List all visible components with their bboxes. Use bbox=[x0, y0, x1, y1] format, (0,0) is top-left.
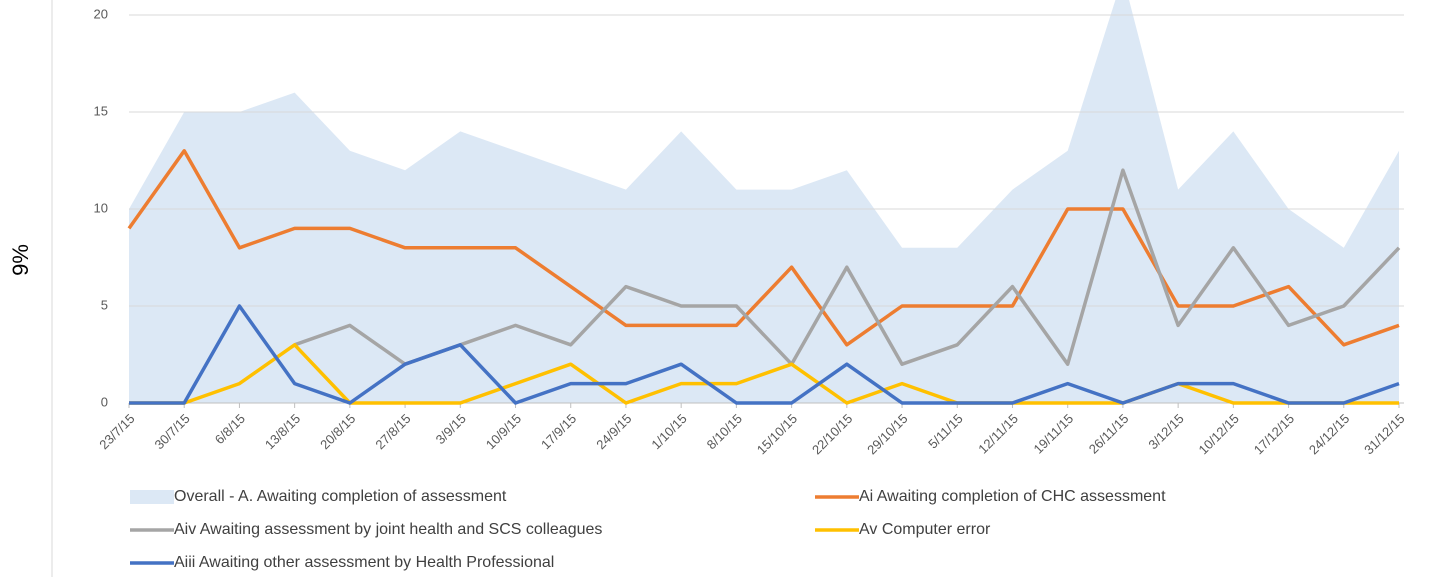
x-tick-label: 15/10/15 bbox=[754, 411, 800, 457]
x-tick-label: 5/11/15 bbox=[925, 411, 966, 452]
y-tick-label: 20 bbox=[94, 6, 108, 21]
x-tick-label: 20/8/15 bbox=[317, 411, 358, 452]
y-tick-label: 15 bbox=[94, 103, 108, 118]
x-tick-label: 13/8/15 bbox=[262, 411, 303, 452]
x-tick-label: 3/12/15 bbox=[1145, 411, 1186, 452]
x-tick-label: 24/9/15 bbox=[593, 411, 634, 452]
line bbox=[127, 149, 1400, 347]
x-tick-label: 26/11/15 bbox=[1086, 411, 1132, 457]
x-tick-label: 24/12/15 bbox=[1306, 411, 1352, 457]
y-tick-label: 10 bbox=[94, 200, 108, 215]
x-tick-label: 19/11/15 bbox=[1031, 411, 1077, 457]
x-tick-label: 30/7/15 bbox=[151, 411, 192, 452]
y-tick-label: 5 bbox=[101, 297, 108, 312]
x-tick-label: 8/10/15 bbox=[704, 411, 745, 452]
x-tick-label: 1/10/15 bbox=[648, 411, 689, 452]
x-tick-label: 27/8/15 bbox=[372, 411, 413, 452]
x-tick-label: 23/7/15 bbox=[96, 411, 137, 452]
x-tick-label: 12/11/15 bbox=[975, 411, 1021, 457]
x-tick-label: 3/9/15 bbox=[433, 411, 469, 447]
side-label: 9% bbox=[8, 244, 33, 276]
area bbox=[129, 0, 1399, 403]
x-tick-label: 17/9/15 bbox=[538, 411, 579, 452]
x-tick-label: 10/12/15 bbox=[1196, 411, 1242, 457]
line bbox=[129, 343, 1399, 405]
legend-label: Aiii Awaiting other assessment by Health… bbox=[174, 554, 554, 571]
x-tick-label: 22/10/15 bbox=[809, 411, 855, 457]
line bbox=[294, 168, 1401, 366]
legend-label: Ai Awaiting completion of CHC assessment bbox=[859, 488, 1166, 505]
x-tick-label: 17/12/15 bbox=[1251, 411, 1297, 457]
line bbox=[129, 304, 1400, 405]
x-tick-label: 29/10/15 bbox=[864, 411, 910, 457]
x-tick-label: 31/12/15 bbox=[1361, 411, 1407, 457]
legend-label: Overall - A. Awaiting completion of asse… bbox=[174, 488, 507, 505]
y-tick-label: 0 bbox=[101, 394, 108, 409]
x-tick-label: 6/8/15 bbox=[212, 411, 248, 447]
legend-swatch bbox=[130, 490, 174, 504]
legend-label: Av Computer error bbox=[859, 521, 991, 538]
legend-label: Aiv Awaiting assessment by joint health … bbox=[174, 521, 602, 538]
x-tick-label: 10/9/15 bbox=[483, 411, 524, 452]
